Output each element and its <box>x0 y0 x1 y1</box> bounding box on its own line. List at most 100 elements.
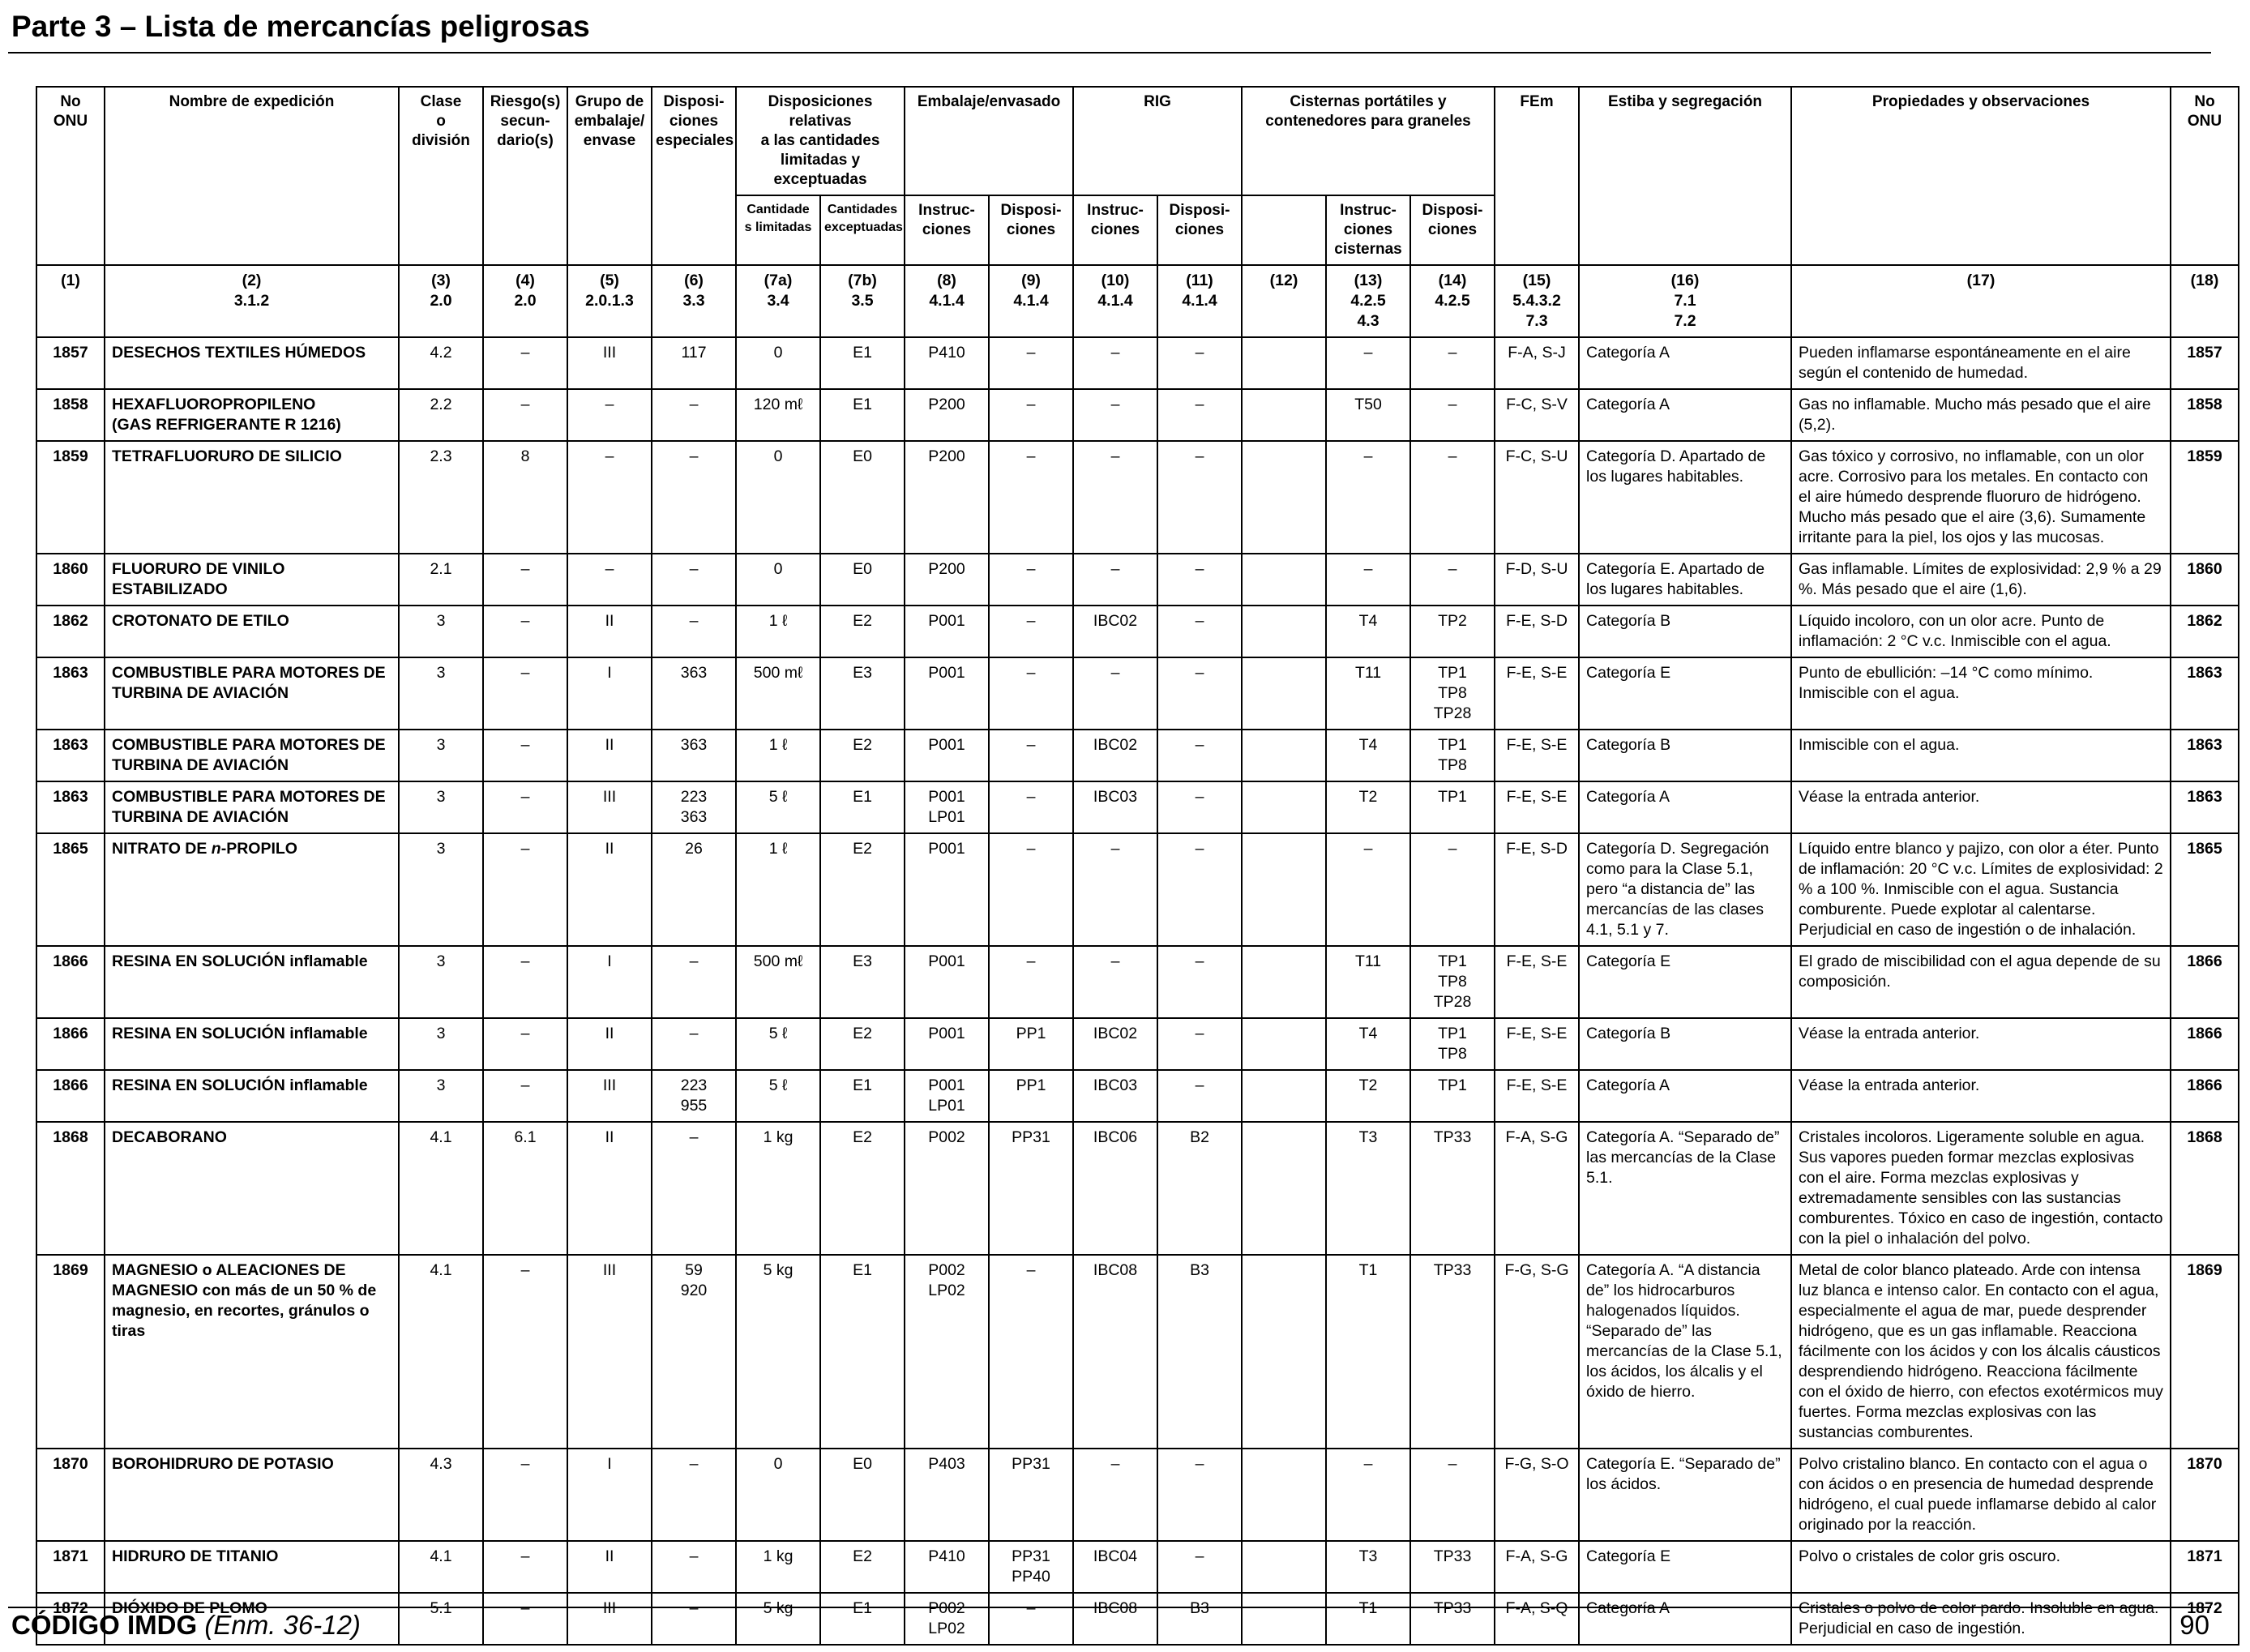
packing-group-cell: III <box>567 1254 652 1449</box>
table-row: 1866 RESINA EN SOLUCIÓN inflamable 3– II –5 … <box>36 1017 2240 1071</box>
ems-cell: F-G, S-G <box>1494 1254 1581 1449</box>
col-12-cell <box>1241 553 1328 606</box>
subsidiary-risk-cell: – <box>482 1254 568 1449</box>
class-cell: 4.1 <box>398 1254 484 1449</box>
ibc-provision-cell: – <box>1157 1017 1243 1071</box>
un-number-end-cell: 1865 <box>2170 832 2240 947</box>
packing-group-cell: I <box>567 945 652 1019</box>
packing-group-cell: I <box>567 1448 652 1542</box>
header-un-number: No ONU <box>36 86 105 266</box>
header-properties: Propiedades y observaciones <box>1790 86 2172 266</box>
subsidiary-risk-cell: – <box>482 1017 568 1071</box>
excepted-quantity-cell: E2 <box>819 1017 906 1071</box>
special-provisions-cell: – <box>651 1017 737 1071</box>
ems-cell: F-A, S-G <box>1494 1121 1581 1256</box>
ref-cell: (12) <box>1241 264 1328 338</box>
tank-instruction-cell: T2 <box>1325 1069 1412 1123</box>
table-row: 1863 COMBUSTIBLE PARA MOTORES DE TURBINA … <box>36 729 2240 782</box>
header-tank-provisions: Disposi- ciones <box>1409 195 1496 266</box>
packing-group-cell: – <box>567 388 652 442</box>
header-un-number-end: No ONU <box>2170 86 2240 266</box>
ibc-provision-cell: – <box>1157 553 1243 606</box>
un-number-end-cell: 1857 <box>2170 336 2240 390</box>
ref-cell: (16) 7.1 7.2 <box>1578 264 1793 338</box>
footer-code-label: CÓDIGO IMDG (Enm. 36-12) <box>11 1610 361 1641</box>
col-12-cell <box>1241 1017 1328 1071</box>
ref-cell: (6) 3.3 <box>651 264 737 338</box>
ibc-instruction-cell: IBC02 <box>1072 605 1159 658</box>
tank-instruction-cell: T1 <box>1325 1592 1412 1646</box>
tank-instruction-cell: T4 <box>1325 729 1412 782</box>
packing-instruction-cell: P001 <box>904 729 990 782</box>
shipping-name-cell: RESINA EN SOLUCIÓN inflamable <box>104 1069 400 1123</box>
special-provisions-cell: – <box>651 605 737 658</box>
ems-cell: F-E, S-E <box>1494 1069 1581 1123</box>
class-cell: 3 <box>398 945 484 1019</box>
packing-group-cell: – <box>567 553 652 606</box>
properties-cell: Punto de ebullición: –14 °C como mínimo.… <box>1790 657 2172 730</box>
ibc-provision-cell: – <box>1157 605 1243 658</box>
ref-cell: (9) 4.1.4 <box>988 264 1075 338</box>
packing-instruction-cell: P001 <box>904 657 990 730</box>
packing-group-cell: III <box>567 1069 652 1123</box>
ibc-provision-cell: – <box>1157 945 1243 1019</box>
class-cell: 3 <box>398 1069 484 1123</box>
packing-instruction-cell: P001 LP01 <box>904 781 990 834</box>
subsidiary-risk-cell: 6.1 <box>482 1121 568 1256</box>
tank-instruction-cell: T4 <box>1325 605 1412 658</box>
page-number: 90 <box>2179 1610 2209 1640</box>
tank-provision-cell: TP1 <box>1409 781 1496 834</box>
shipping-name-part: NITRATO DE <box>112 840 212 858</box>
ems-cell: F-E, S-D <box>1494 832 1581 947</box>
properties-cell: El grado de miscibilidad con el agua dep… <box>1790 945 2172 1019</box>
header-excepted-quantities: Cantidades exceptuadas <box>819 195 906 266</box>
stowage-cell: Categoría B <box>1578 605 1793 658</box>
header-ibc: RIG <box>1072 86 1243 196</box>
header-packing-provisions: Disposi- ciones <box>988 195 1075 266</box>
ibc-provision-cell: B3 <box>1157 1254 1243 1449</box>
packing-provision-cell: PP31 <box>988 1121 1075 1256</box>
subsidiary-risk-cell: – <box>482 832 568 947</box>
ibc-instruction-cell: IBC08 <box>1072 1592 1159 1646</box>
limited-quantity-cell: 1 ℓ <box>735 729 821 782</box>
properties-cell: Gas no inflamable. Mucho más pesado que … <box>1790 388 2172 442</box>
ibc-provision-cell: – <box>1157 440 1243 554</box>
excepted-quantity-cell: E3 <box>819 657 906 730</box>
packing-provision-cell: – <box>988 945 1075 1019</box>
limited-quantity-cell: 1 ℓ <box>735 605 821 658</box>
un-number-end-cell: 1866 <box>2170 1069 2240 1123</box>
limited-quantity-cell: 500 mℓ <box>735 657 821 730</box>
special-provisions-cell: 223 955 <box>651 1069 737 1123</box>
tank-provision-cell: TP1 TP8 <box>1409 729 1496 782</box>
tank-instruction-cell: T11 <box>1325 657 1412 730</box>
ibc-provision-cell: B3 <box>1157 1592 1243 1646</box>
un-number-end-cell: 1866 <box>2170 945 2240 1019</box>
shipping-name-cell: CROTONATO DE ETILO <box>104 605 400 658</box>
shipping-name-cell: MAGNESIO o ALEACIONES DE MAGNESIO con má… <box>104 1254 400 1449</box>
packing-provision-cell: – <box>988 729 1075 782</box>
ref-cell: (10) 4.1.4 <box>1072 264 1159 338</box>
packing-provision-cell: PP31 PP40 <box>988 1540 1075 1594</box>
special-provisions-cell: – <box>651 1448 737 1542</box>
tank-provision-cell: TP1 TP8 TP28 <box>1409 945 1496 1019</box>
stowage-cell: Categoría E <box>1578 657 1793 730</box>
class-cell: 2.3 <box>398 440 484 554</box>
class-cell: 3 <box>398 605 484 658</box>
un-number-end-cell: 1862 <box>2170 605 2240 658</box>
shipping-name-cell: FLUORURO DE VINILO ESTABILIZADO <box>104 553 400 606</box>
limited-quantity-cell: 5 kg <box>735 1254 821 1449</box>
properties-cell: Véase la entrada anterior. <box>1790 1017 2172 1071</box>
ibc-instruction-cell: IBC02 <box>1072 1017 1159 1071</box>
limited-quantity-cell: 120 mℓ <box>735 388 821 442</box>
title-divider <box>8 52 2211 53</box>
special-provisions-cell: – <box>651 388 737 442</box>
properties-cell: Gas tóxico y corrosivo, no inflamable, c… <box>1790 440 2172 554</box>
excepted-quantity-cell: E2 <box>819 1121 906 1256</box>
un-number-cell: 1872 <box>36 1592 105 1646</box>
packing-provision-cell: PP31 <box>988 1448 1075 1542</box>
excepted-quantity-cell: E1 <box>819 1592 906 1646</box>
properties-cell: Véase la entrada anterior. <box>1790 1069 2172 1123</box>
ibc-provision-cell: – <box>1157 1448 1243 1542</box>
tank-provision-cell: TP33 <box>1409 1254 1496 1449</box>
subsidiary-risk-cell: – <box>482 781 568 834</box>
